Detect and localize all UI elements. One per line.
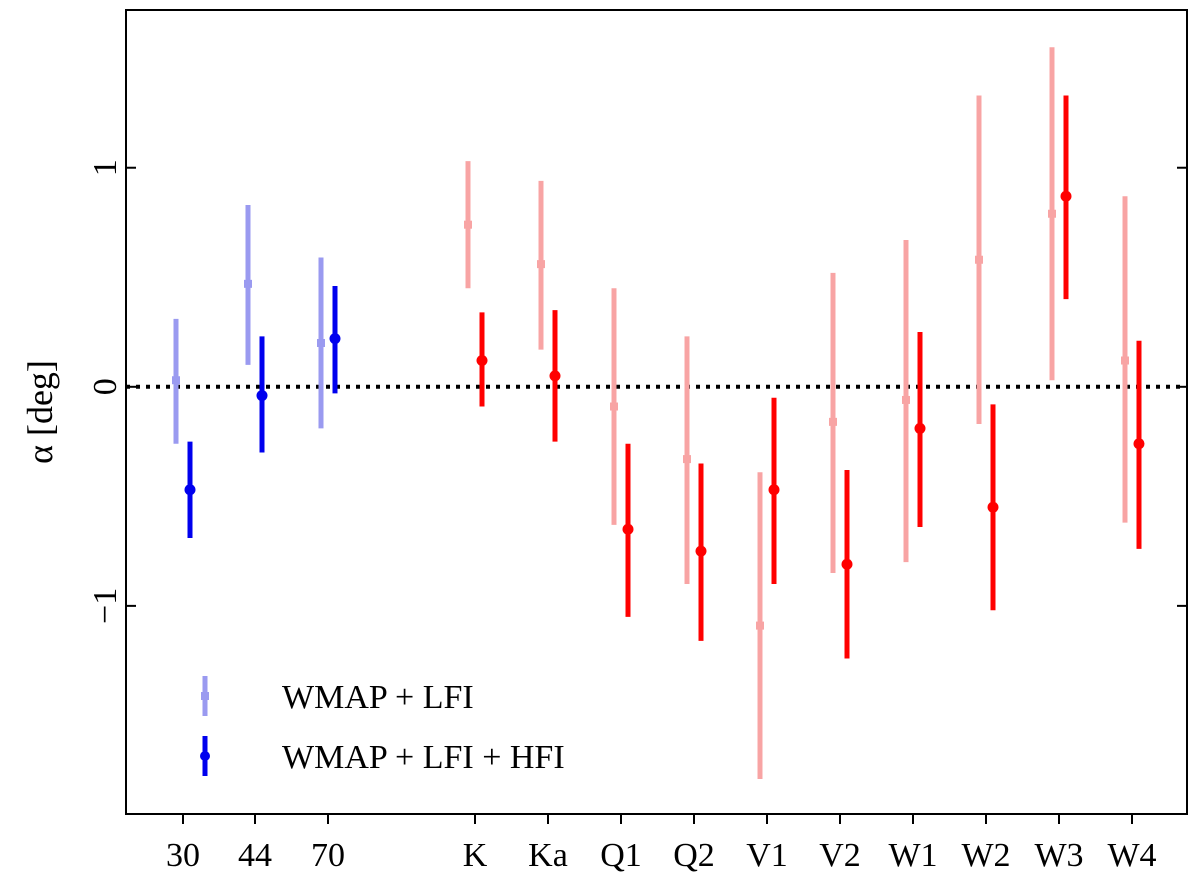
x-tick-label-q2: Q2 xyxy=(673,837,715,874)
y-tick-label: 0 xyxy=(87,378,124,395)
data-point-w4 xyxy=(1121,356,1129,365)
x-tick-label-ka: Ka xyxy=(528,837,568,874)
data-point-k xyxy=(476,355,488,367)
x-tick-label-v2: V2 xyxy=(819,837,861,874)
data-point-v2 xyxy=(829,417,837,426)
y-tick-label: −1 xyxy=(87,588,124,624)
data-point-q1 xyxy=(622,523,634,535)
series-wmap-lfi-hfi xyxy=(184,95,1145,659)
data-point-44 xyxy=(256,390,268,402)
x-tick-label-30: 30 xyxy=(166,837,200,874)
data-point-w2 xyxy=(975,255,983,264)
legend-label-wmap-lfi: WMAP + LFI xyxy=(282,679,474,716)
legend-label-wmap-lfi-hfi: WMAP + LFI + HFI xyxy=(282,739,565,776)
x-tick-label-w4: W4 xyxy=(1107,837,1156,874)
data-point-44 xyxy=(244,279,252,288)
data-point-w3 xyxy=(1060,190,1072,202)
data-point-w3 xyxy=(1048,209,1056,218)
x-tick-label-44: 44 xyxy=(238,837,272,874)
data-point-ka xyxy=(537,260,545,269)
data-point-q2 xyxy=(695,545,707,557)
data-point-30 xyxy=(184,484,196,496)
data-point-w4 xyxy=(1133,438,1145,450)
data-point-q1 xyxy=(610,402,618,411)
y-tick-label: 1 xyxy=(87,159,124,176)
data-point-30 xyxy=(172,376,180,385)
legend: WMAP + LFI WMAP + LFI + HFI xyxy=(200,676,565,776)
data-point-w1 xyxy=(914,422,926,434)
legend-marker-wmap-lfi xyxy=(201,692,209,700)
data-point-70 xyxy=(317,338,325,347)
data-point-v1 xyxy=(768,484,780,496)
x-tick-label-w2: W2 xyxy=(961,837,1010,874)
data-point-v1 xyxy=(756,621,764,630)
y-axis-label: α [deg] xyxy=(20,360,60,464)
x-tick-label-v1: V1 xyxy=(746,837,788,874)
data-point-ka xyxy=(549,370,561,382)
data-point-q2 xyxy=(683,455,691,464)
data-point-70 xyxy=(329,333,341,345)
data-point-k xyxy=(464,220,472,229)
data-point-w2 xyxy=(987,501,999,513)
x-tick-label-w3: W3 xyxy=(1034,837,1083,874)
x-tick-label-k: K xyxy=(463,837,488,874)
x-tick-label-q1: Q1 xyxy=(600,837,642,874)
x-tick-label-w1: W1 xyxy=(888,837,937,874)
series-wmap-lfi xyxy=(172,47,1129,779)
data-point-v2 xyxy=(841,558,853,570)
legend-marker-wmap-lfi-hfi xyxy=(200,751,210,761)
x-tick-label-70: 70 xyxy=(311,837,345,874)
plot-frame xyxy=(125,9,1188,815)
data-point-w1 xyxy=(902,395,910,404)
